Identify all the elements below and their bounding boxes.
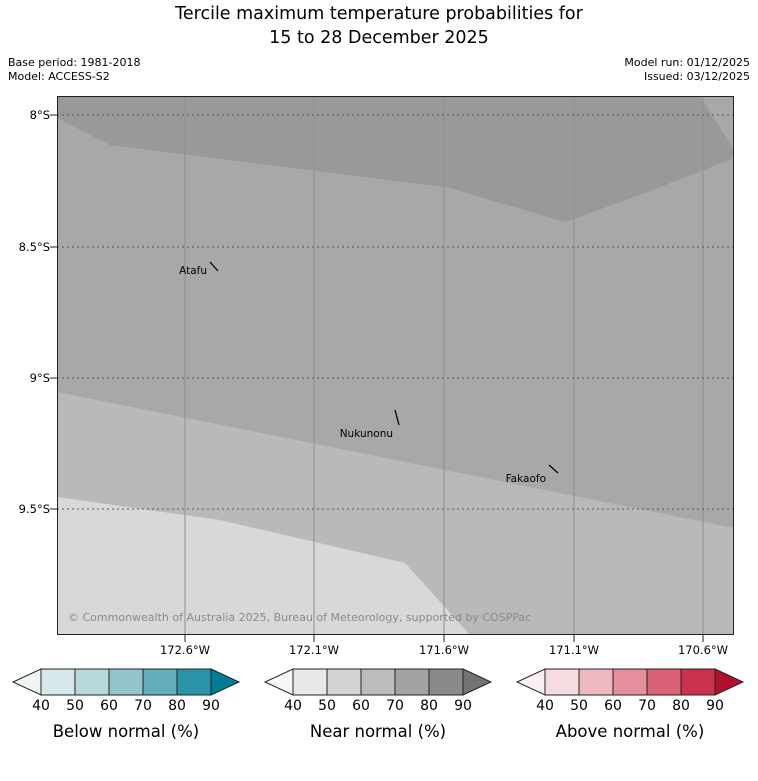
x-axis-label-170-6w: 170.6°W (677, 643, 729, 657)
above-tick-40: 40 (536, 698, 554, 714)
below-tick-50: 50 (66, 698, 84, 714)
below-right-arrow (210, 668, 241, 696)
below-seg-40-50 (40, 668, 76, 696)
above-tick-60: 60 (604, 698, 622, 714)
page-title: Tercile maximum temperature probabilitie… (0, 2, 758, 50)
above-tick-80: 80 (672, 698, 690, 714)
map-frame (57, 96, 734, 635)
above-tick-50: 50 (570, 698, 588, 714)
above-tick-70: 70 (638, 698, 656, 714)
above-caption: Above normal (%) (555, 722, 705, 741)
colorbar-below-normal-bar (11, 668, 241, 696)
x-axis-label-171-1w: 171.1°W (548, 643, 600, 657)
near-tick-labels: 40 50 60 70 80 90 (263, 698, 493, 715)
near-tick-70: 70 (386, 698, 404, 714)
model-text: Model: ACCESS-S2 (8, 70, 110, 83)
near-seg-60-70 (360, 668, 396, 696)
near-tick-60: 60 (352, 698, 370, 714)
near-caption: Near normal (%) (309, 722, 447, 741)
meta-right: Model run: 01/12/2025 Issued: 03/12/2025 (624, 56, 750, 84)
colorbar-above-normal: 40 50 60 70 80 90 Above normal (%) (504, 668, 756, 741)
above-seg-60-70 (612, 668, 648, 696)
page-title-line2: 15 to 28 December 2025 (269, 28, 489, 48)
near-tick-40: 40 (284, 698, 302, 714)
below-caption: Below normal (%) (52, 722, 200, 741)
below-left-arrow (11, 668, 42, 696)
nukunonu-marker (394, 409, 400, 426)
above-seg-40-50 (544, 668, 580, 696)
colorbar-near-normal-bar (263, 668, 493, 696)
near-seg-80-90 (428, 668, 464, 696)
y-axis-label-8s: 8°S (29, 108, 50, 122)
below-tick-70: 70 (134, 698, 152, 714)
y-axis-label-9-5s: 9.5°S (18, 502, 50, 516)
legend-row: 40 50 60 70 80 90 Below normal (%) (0, 668, 758, 741)
y-axis-label-9s: 9°S (29, 371, 50, 385)
colorbar-near-normal: 40 50 60 70 80 90 Near normal (%) (252, 668, 504, 741)
axis-ticks (50, 114, 704, 642)
below-seg-50-60 (74, 668, 110, 696)
x-axis-label-172-1w: 172.1°W (288, 643, 340, 657)
below-seg-70-80 (142, 668, 178, 696)
probability-map: Atafu Nukunonu Fakaofo © Commonwealth of… (50, 96, 734, 642)
near-tick-90: 90 (454, 698, 472, 714)
fakaofo-label: Fakaofo (506, 473, 546, 485)
page-title-line1: Tercile maximum temperature probabilitie… (175, 4, 583, 24)
above-seg-50-60 (578, 668, 614, 696)
below-tick-40: 40 (32, 698, 50, 714)
base-period-text: Base period: 1981-2018 (8, 56, 141, 69)
above-tick-labels: 40 50 60 70 80 90 (515, 698, 745, 715)
x-axis-label-171-6w: 171.6°W (418, 643, 470, 657)
near-seg-70-80 (394, 668, 430, 696)
below-tick-90: 90 (202, 698, 220, 714)
atafu-marker (209, 261, 219, 272)
above-left-arrow (515, 668, 546, 696)
above-seg-70-80 (646, 668, 682, 696)
near-tick-50: 50 (318, 698, 336, 714)
near-seg-50-60 (326, 668, 362, 696)
y-axis-label-8-5s: 8.5°S (18, 240, 50, 254)
near-tick-80: 80 (420, 698, 438, 714)
near-right-arrow (462, 668, 493, 696)
model-run-text: Model run: 01/12/2025 (624, 56, 750, 69)
meta-left: Base period: 1981-2018 Model: ACCESS-S2 (8, 56, 140, 84)
map-canvas: Atafu Nukunonu Fakaofo (50, 96, 734, 642)
near-left-arrow (263, 668, 294, 696)
atoll-markers (209, 261, 559, 474)
copyright-text: © Commonwealth of Australia 2025, Bureau… (68, 611, 532, 624)
fakaofo-marker (548, 464, 559, 474)
above-right-arrow (714, 668, 745, 696)
issued-text: Issued: 03/12/2025 (643, 70, 750, 83)
vertical-gridlines (184, 96, 704, 635)
map-region-darker-north (57, 96, 734, 222)
colorbar-above-normal-bar (515, 668, 745, 696)
below-tick-60: 60 (100, 698, 118, 714)
map-region-lightest-southwest (57, 497, 470, 635)
nukunonu-label: Nukunonu (340, 428, 393, 440)
x-axis-label-172-6w: 172.6°W (159, 643, 211, 657)
below-seg-80-90 (176, 668, 212, 696)
above-seg-80-90 (680, 668, 716, 696)
colorbar-below-normal: 40 50 60 70 80 90 Below normal (%) (0, 668, 252, 741)
atafu-label: Atafu (179, 265, 207, 277)
above-tick-90: 90 (706, 698, 724, 714)
below-tick-labels: 40 50 60 70 80 90 (11, 698, 241, 715)
below-tick-80: 80 (168, 698, 186, 714)
below-seg-60-70 (108, 668, 144, 696)
near-seg-40-50 (292, 668, 328, 696)
